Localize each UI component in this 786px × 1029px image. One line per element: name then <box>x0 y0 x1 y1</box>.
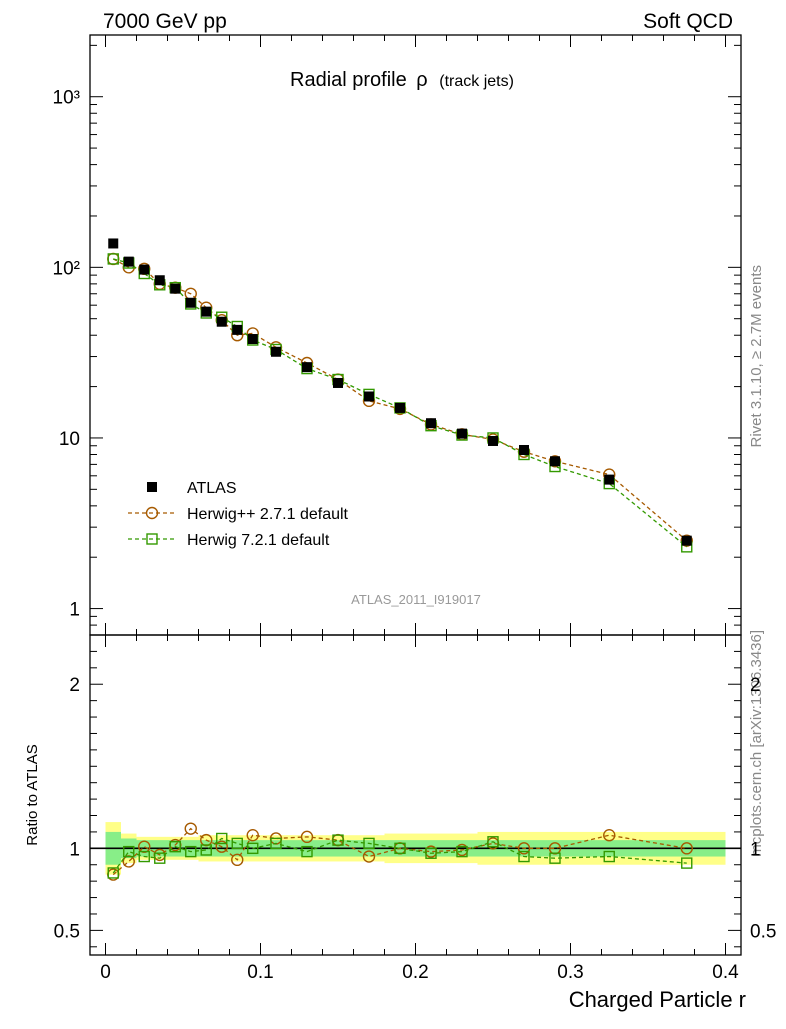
data-point <box>154 275 165 286</box>
x-tick-label: 0.3 <box>557 962 583 983</box>
data-point <box>681 535 692 546</box>
ratio-y-tick-label-right: 1 <box>750 839 761 860</box>
data-point <box>216 316 227 327</box>
ratio-point <box>603 850 615 863</box>
ratio-point <box>681 857 693 869</box>
data-point <box>457 428 467 439</box>
ratio-point <box>169 840 181 853</box>
y-tick-label: 10 <box>59 429 80 450</box>
x-axis-label: Charged Particle r <box>569 987 746 1012</box>
main-title-symbol: ρ <box>416 69 427 91</box>
ratio-point <box>216 832 228 845</box>
series-line <box>113 258 688 548</box>
data-point <box>201 306 212 317</box>
header-right: Soft QCD <box>643 10 733 33</box>
ratio-point <box>517 842 531 855</box>
ratio-y-tick-label-right: 2 <box>750 675 761 696</box>
ratio-panel: 0 0.1 0.2 0.3 0.4 0.5 0.5 1 1 2 2 <box>54 623 776 983</box>
legend-label: ATLAS <box>187 480 237 497</box>
data-point <box>550 456 560 467</box>
data-point <box>395 402 405 413</box>
series-line <box>112 258 688 542</box>
legend: ATLAS Herwig++ 2.7.1 default Herwig 7.2.1 … <box>128 480 349 549</box>
ratio-point <box>247 842 259 855</box>
ratio-point <box>184 822 197 835</box>
ratio-point <box>154 852 166 864</box>
x-tick-label: 0.4 <box>712 962 739 983</box>
data-point <box>302 362 312 373</box>
ratio-frame <box>89 634 742 956</box>
ratio-point <box>246 829 259 842</box>
y-tick-label: 10³ <box>53 88 80 109</box>
data-point <box>426 418 436 429</box>
data-point <box>364 391 374 402</box>
ratio-point <box>270 837 282 850</box>
ratio-y-axis-label: Ratio to ATLAS <box>24 744 41 845</box>
main-title: Radial profile ρ (track jets) <box>290 69 514 91</box>
ratio-point <box>394 842 406 855</box>
legend-label: Herwig 7.2.1 default <box>187 532 330 549</box>
ratio-point <box>231 853 244 867</box>
x-tick-label: 0.1 <box>247 962 273 983</box>
ratio-point <box>549 852 561 864</box>
ratio-point <box>680 842 693 855</box>
ratio-point <box>456 845 468 858</box>
data-point <box>488 435 498 446</box>
ratio-point <box>363 837 375 850</box>
ratio-point <box>107 867 119 879</box>
ratio-point <box>425 847 437 859</box>
data-point <box>271 346 281 357</box>
data-point <box>604 474 615 485</box>
ratio-y-tick-label: 1 <box>69 839 80 860</box>
side-text-bottom: mcplots.cern.ch [arXiv:1306.3436] <box>748 630 765 857</box>
legend-label: Herwig++ 2.7.1 default <box>187 506 349 523</box>
ratio-point <box>138 850 150 863</box>
x-tick-label: 0 <box>100 962 111 983</box>
ratio-point <box>487 836 499 848</box>
data-point <box>185 297 196 308</box>
legend-marker <box>145 506 159 520</box>
ratio-point <box>231 837 243 850</box>
data-point <box>108 238 119 249</box>
y-tick-label: 1 <box>69 600 80 621</box>
legend-marker <box>147 482 157 492</box>
data-point <box>139 264 150 275</box>
legend-marker <box>146 533 158 545</box>
ratio-y-tick-label-right: 0.5 <box>750 921 776 942</box>
ratio-point <box>200 844 212 856</box>
ratio-point <box>300 830 314 844</box>
header-left: 7000 GeV pp <box>103 10 227 33</box>
data-point <box>333 377 343 388</box>
main-panel: 1 10 10² 10³ <box>53 34 742 636</box>
ratio-point <box>185 845 197 858</box>
ratio-series-line <box>112 827 687 876</box>
ratio-point <box>215 840 228 853</box>
ratio-point <box>123 845 135 858</box>
ratio-point <box>332 834 344 846</box>
data-point <box>232 324 243 335</box>
ratio-point <box>362 850 376 863</box>
data-point <box>247 334 258 345</box>
analysis-watermark: ATLAS_2011_I919017 <box>351 592 481 607</box>
ratio-point <box>518 850 530 863</box>
ratio-point <box>301 845 313 858</box>
main-title-suffix: (track jets) <box>439 73 514 90</box>
data-point <box>123 256 134 267</box>
data-point <box>170 283 181 294</box>
main-title-text: Radial profile <box>290 69 407 91</box>
side-text-top: Rivet 3.1.10, ≥ 2.7M events <box>748 265 765 448</box>
y-tick-label: 10² <box>53 258 80 279</box>
ratio-y-tick-label: 0.5 <box>54 921 80 942</box>
ratio-y-tick-label: 2 <box>69 675 80 696</box>
x-tick-label: 0.2 <box>402 962 428 983</box>
data-point <box>519 444 529 455</box>
mc-point <box>107 253 119 265</box>
ratio-point <box>603 829 616 842</box>
